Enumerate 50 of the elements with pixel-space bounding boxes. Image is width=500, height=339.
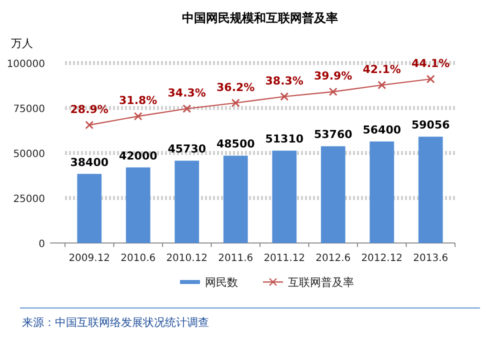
- point: [426, 74, 435, 84]
- point: [134, 112, 142, 120]
- bar: [174, 160, 200, 243]
- data-label: 42000: [118, 149, 158, 162]
- bar: [126, 167, 150, 243]
- data-label: 36.2%: [216, 80, 255, 94]
- data-label: 31.8%: [119, 94, 158, 108]
- data-label: 38.3%: [265, 74, 304, 88]
- point: [182, 104, 192, 113]
- data-label: 53760: [314, 128, 353, 142]
- data-label: 28.9%: [70, 103, 108, 116]
- bar: [370, 141, 394, 243]
- y-tick-label: 50000: [13, 149, 45, 160]
- legend-label: 网民数: [205, 276, 238, 289]
- x-tick-label: 2013.6: [413, 253, 448, 264]
- bar: [320, 146, 346, 243]
- data-label: 59056: [411, 118, 450, 132]
- point: [85, 120, 94, 130]
- x-tick-label: 2010.12: [166, 253, 208, 264]
- data-label: 56400: [362, 123, 402, 136]
- data-label: 38400: [70, 156, 109, 169]
- y-tick-label: 100000: [6, 59, 45, 70]
- x-tick-label: 2009.12: [68, 253, 110, 264]
- y-tick-label: 25000: [13, 194, 45, 205]
- bar: [223, 156, 248, 243]
- data-label: 51310: [265, 132, 304, 146]
- point: [328, 87, 338, 96]
- data-label: 45730: [168, 142, 206, 156]
- data-label: 39.9%: [314, 70, 352, 83]
- point: [280, 92, 289, 101]
- data-label: 48500: [216, 138, 256, 151]
- x-tick-label: 2011.6: [218, 253, 254, 264]
- x-tick-label: 2011.12: [264, 253, 306, 264]
- y-tick-label: 0: [38, 239, 45, 250]
- bar: [272, 150, 297, 243]
- x-tick-label: 2012.12: [361, 253, 403, 264]
- x-tick-label: 2010.6: [120, 253, 156, 264]
- y-tick-label: 75000: [13, 104, 45, 115]
- data-label: 42.1%: [362, 63, 401, 76]
- bar: [77, 174, 102, 243]
- x-tick-label: 2012.6: [316, 253, 351, 264]
- data-label: 34.3%: [168, 86, 206, 100]
- bar: [418, 136, 443, 243]
- y-axis-title: 万人: [11, 37, 33, 50]
- point: [378, 80, 386, 90]
- legend-label: 互联网普及率: [288, 276, 354, 289]
- point: [231, 98, 240, 108]
- source-note: 来源：中国互联网络发展状况统计调查: [22, 316, 209, 329]
- data-label: 44.1%: [412, 57, 450, 70]
- chart-title: 中国网民规模和互联网普及率: [182, 11, 338, 25]
